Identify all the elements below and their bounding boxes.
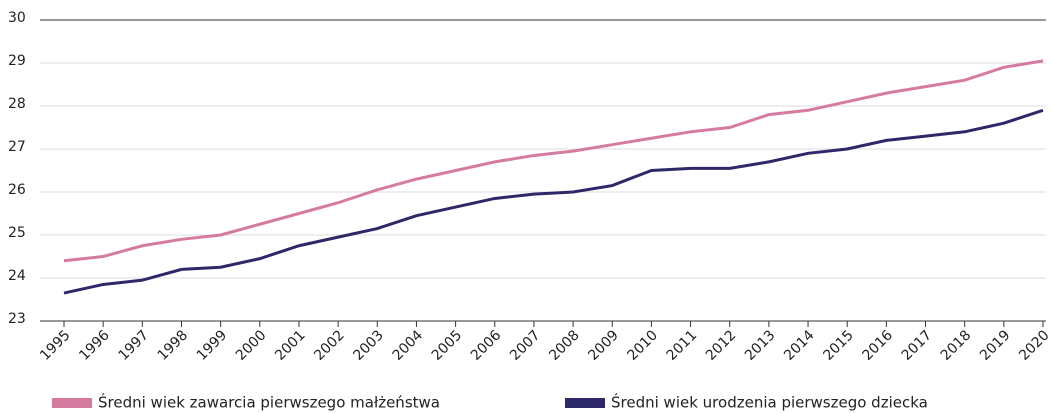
x-tick-label: 2016 [860, 327, 897, 364]
x-tick-label: 2017 [899, 327, 936, 364]
x-tick-label: 2003 [350, 327, 387, 364]
x-tick-label: 2014 [781, 327, 818, 364]
x-tick-label: 2010 [625, 327, 662, 364]
legend-swatch [52, 398, 92, 408]
x-tick-label: 2001 [272, 327, 309, 364]
y-tick-label: 27 [8, 139, 26, 155]
x-tick-label: 2018 [938, 327, 975, 364]
x-tick-label: 2015 [820, 327, 857, 364]
legend-label: Średni wiek zawarcia pierwszego małżeńst… [98, 393, 440, 412]
x-tick-label: 1998 [155, 327, 192, 364]
series-line [63, 59, 1044, 263]
y-tick-label: 26 [8, 182, 26, 198]
x-tick-label: 2007 [507, 327, 544, 364]
y-tick-label: 23 [8, 311, 26, 327]
y-tick-label: 28 [8, 96, 26, 112]
x-tick-label: 2009 [585, 327, 622, 364]
series-line [63, 108, 1044, 295]
x-tick-label: 2000 [233, 327, 270, 364]
x-tick-label: 1999 [194, 327, 231, 364]
x-tick-label: 2020 [1016, 327, 1053, 364]
y-tick-label: 29 [8, 53, 26, 69]
y-tick-label: 30 [8, 10, 26, 26]
x-tick-label: 1995 [37, 327, 74, 364]
x-tick-label: 2013 [742, 327, 779, 364]
x-tick-label: 2005 [429, 327, 466, 364]
y-tick-label: 25 [8, 225, 26, 241]
legend-swatch [565, 398, 605, 408]
x-tick-label: 2004 [390, 327, 427, 364]
x-tick-label: 2019 [977, 327, 1014, 364]
x-tick-label: 1996 [76, 327, 113, 364]
y-tick-label: 24 [8, 268, 26, 284]
x-tick-label: 2011 [664, 327, 701, 364]
x-tick-label: 2012 [703, 327, 740, 364]
x-tick-label: 2002 [311, 327, 348, 364]
legend-label: Średni wiek urodzenia pierwszego dziecka [611, 393, 928, 412]
x-tick-label: 2008 [546, 327, 583, 364]
x-tick-label: 2006 [468, 327, 505, 364]
x-tick-label: 1997 [115, 327, 152, 364]
